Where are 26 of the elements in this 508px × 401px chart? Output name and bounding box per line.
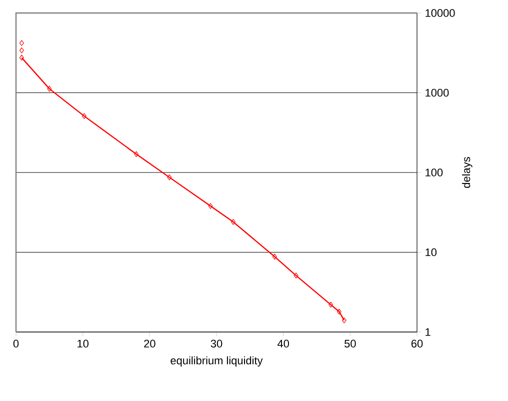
point	[208, 203, 213, 209]
y-tick-label: 1	[426, 328, 430, 336]
point	[230, 219, 236, 225]
point	[328, 302, 334, 308]
y-tick-label: 1000	[426, 88, 449, 97]
point	[82, 113, 86, 119]
x-axis-title: equilibrium liquidity	[170, 356, 263, 367]
point	[47, 86, 52, 92]
x-tick-label: 30	[210, 340, 222, 348]
x-tick-label: 40	[277, 340, 289, 348]
point	[294, 272, 298, 278]
point	[134, 151, 139, 158]
x-tick-label: 60	[411, 340, 423, 348]
x-tick-label: 50	[344, 340, 356, 348]
y-tick-label: 10	[426, 248, 437, 256]
point	[272, 254, 277, 260]
x-tick-label: 10	[78, 340, 88, 348]
x-tick-label: 0	[13, 340, 19, 348]
y-tick-label: 100	[426, 168, 443, 176]
y-axis-title: delays	[462, 157, 472, 188]
point	[336, 308, 342, 315]
point	[167, 174, 172, 180]
y-tick-label: 10000	[426, 9, 455, 17]
point	[19, 47, 24, 54]
point	[19, 40, 24, 46]
x-tick-label: 20	[144, 340, 156, 348]
